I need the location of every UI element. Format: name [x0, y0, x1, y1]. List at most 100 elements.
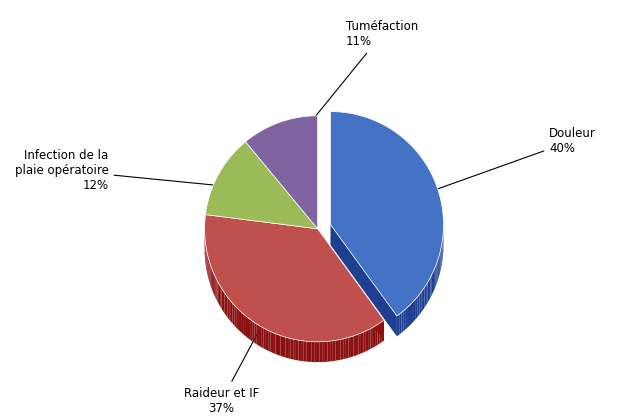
Polygon shape [358, 333, 361, 354]
Polygon shape [327, 341, 330, 362]
Polygon shape [236, 307, 238, 329]
Polygon shape [273, 333, 276, 354]
Polygon shape [298, 340, 301, 361]
Polygon shape [317, 342, 320, 362]
Polygon shape [250, 319, 252, 342]
Polygon shape [418, 294, 420, 317]
Polygon shape [261, 327, 264, 348]
Polygon shape [433, 270, 434, 293]
Polygon shape [304, 341, 307, 362]
Text: Douleur
40%: Douleur 40% [414, 127, 596, 197]
Polygon shape [416, 296, 418, 319]
Polygon shape [314, 342, 317, 362]
Polygon shape [209, 259, 210, 282]
Polygon shape [205, 214, 384, 342]
Polygon shape [252, 321, 255, 343]
Polygon shape [440, 250, 441, 274]
Polygon shape [211, 267, 212, 290]
Polygon shape [439, 253, 440, 276]
Polygon shape [438, 256, 439, 279]
Polygon shape [278, 335, 281, 356]
Polygon shape [276, 334, 278, 355]
Polygon shape [428, 280, 429, 303]
Polygon shape [338, 339, 341, 360]
Polygon shape [425, 285, 426, 308]
Polygon shape [264, 328, 266, 349]
Polygon shape [231, 301, 233, 324]
Polygon shape [281, 336, 283, 357]
Polygon shape [348, 337, 351, 358]
Polygon shape [341, 339, 343, 360]
Polygon shape [226, 295, 228, 317]
Polygon shape [430, 275, 432, 298]
Polygon shape [331, 112, 444, 316]
Polygon shape [422, 290, 423, 312]
Polygon shape [377, 323, 380, 345]
Polygon shape [331, 224, 397, 336]
Polygon shape [234, 305, 236, 328]
Polygon shape [296, 340, 298, 360]
Polygon shape [423, 287, 425, 310]
Polygon shape [404, 309, 406, 331]
Polygon shape [205, 142, 318, 229]
Polygon shape [208, 257, 209, 280]
Polygon shape [346, 337, 348, 359]
Polygon shape [368, 329, 370, 350]
Polygon shape [283, 336, 286, 357]
Polygon shape [268, 331, 270, 352]
Polygon shape [397, 314, 399, 336]
Polygon shape [229, 299, 231, 321]
Polygon shape [301, 341, 304, 361]
Polygon shape [322, 342, 325, 362]
Polygon shape [325, 342, 327, 362]
Polygon shape [353, 335, 356, 356]
Polygon shape [320, 342, 322, 362]
Polygon shape [259, 325, 261, 347]
Polygon shape [286, 337, 288, 358]
Polygon shape [434, 267, 435, 290]
Polygon shape [375, 325, 377, 347]
Polygon shape [343, 338, 346, 359]
Polygon shape [414, 298, 416, 321]
Polygon shape [257, 324, 259, 346]
Polygon shape [223, 291, 224, 313]
Polygon shape [420, 292, 422, 314]
Polygon shape [370, 327, 373, 349]
Polygon shape [217, 281, 219, 304]
Polygon shape [222, 288, 223, 311]
Polygon shape [214, 274, 216, 297]
Polygon shape [426, 282, 428, 305]
Polygon shape [246, 116, 318, 229]
Polygon shape [410, 303, 412, 325]
Text: Raideur et IF
37%: Raideur et IF 37% [184, 304, 273, 415]
Polygon shape [312, 342, 314, 362]
Polygon shape [429, 277, 430, 300]
Polygon shape [333, 340, 336, 361]
Polygon shape [288, 338, 291, 359]
Polygon shape [238, 309, 240, 331]
Polygon shape [356, 334, 358, 355]
Polygon shape [363, 331, 366, 352]
Polygon shape [309, 342, 312, 362]
Polygon shape [242, 313, 244, 335]
Polygon shape [380, 322, 382, 344]
Polygon shape [220, 286, 222, 309]
Polygon shape [266, 329, 268, 351]
Polygon shape [361, 332, 363, 354]
Text: Infection de la
plaie opératoire
12%: Infection de la plaie opératoire 12% [15, 148, 241, 191]
Polygon shape [213, 272, 214, 295]
Polygon shape [210, 265, 211, 287]
Polygon shape [307, 341, 309, 362]
Polygon shape [408, 305, 410, 327]
Polygon shape [436, 262, 437, 285]
Polygon shape [432, 272, 433, 295]
Polygon shape [219, 284, 220, 306]
Polygon shape [437, 259, 438, 282]
Polygon shape [228, 297, 229, 319]
Polygon shape [224, 293, 226, 315]
Polygon shape [244, 314, 246, 336]
Polygon shape [412, 301, 414, 323]
Polygon shape [366, 330, 368, 352]
Polygon shape [382, 320, 384, 342]
Polygon shape [318, 229, 384, 341]
